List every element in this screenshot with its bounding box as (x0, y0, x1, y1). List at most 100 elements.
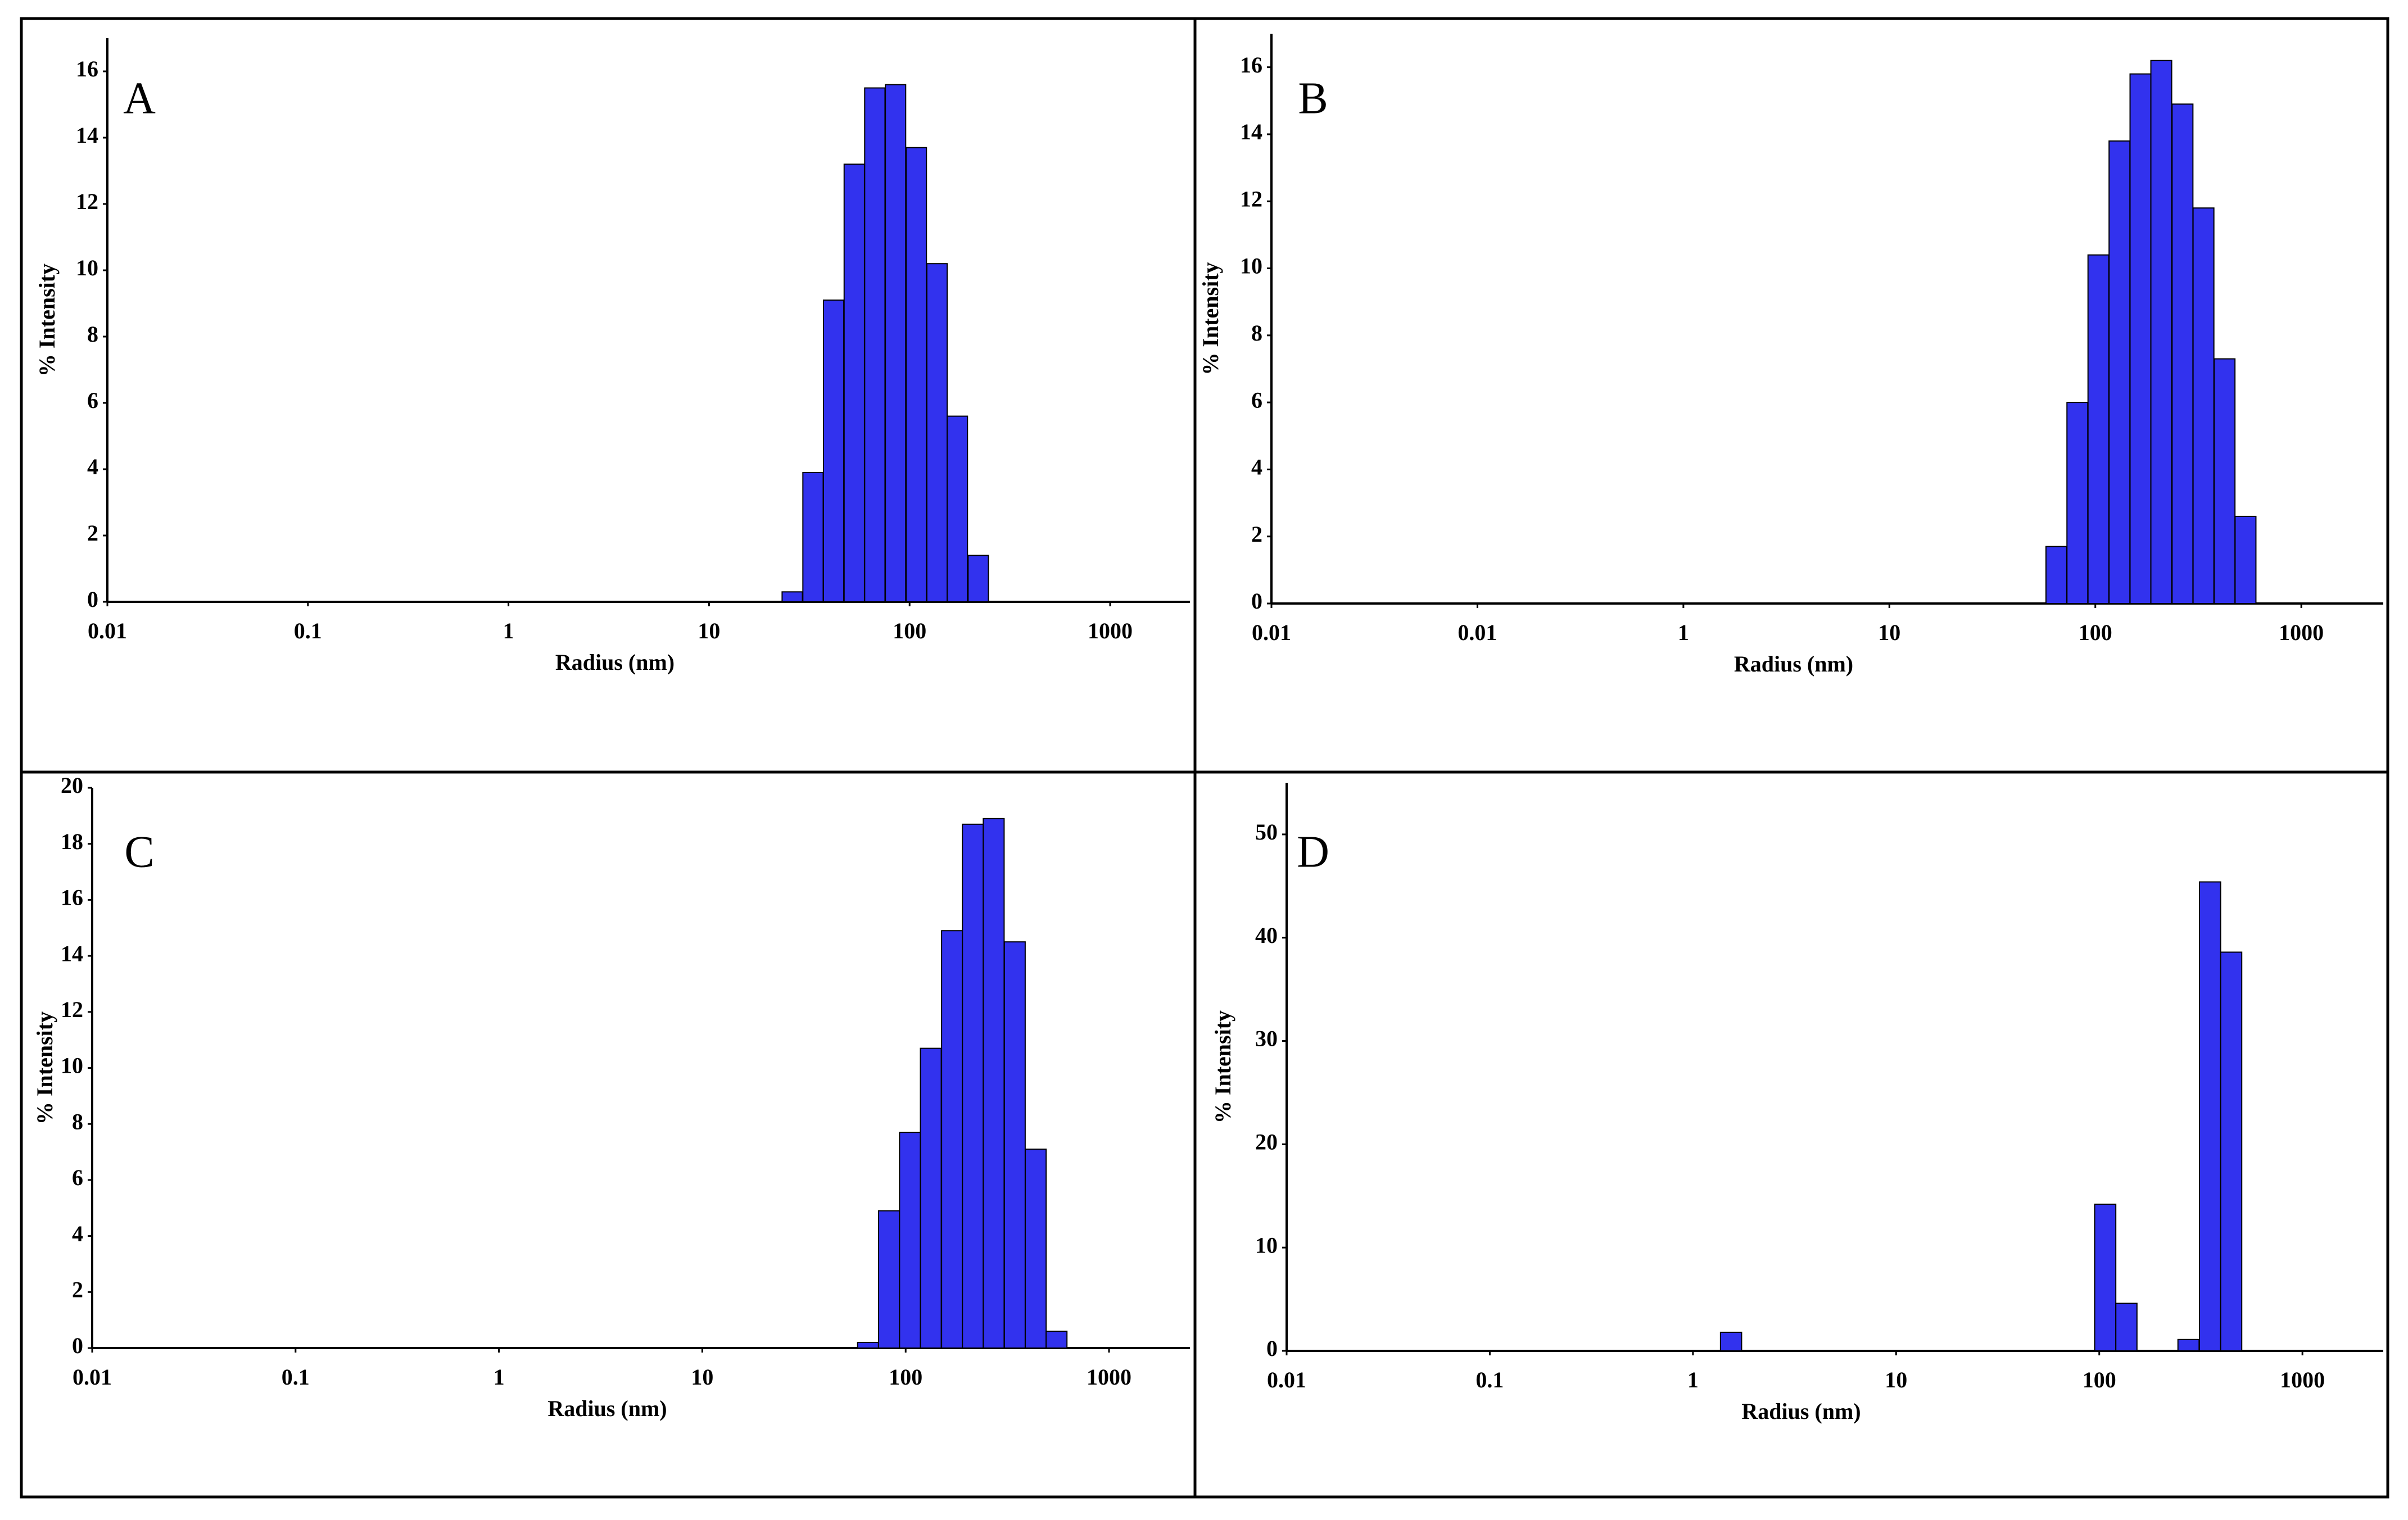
bar (2115, 1303, 2138, 1351)
bar (2129, 73, 2152, 604)
y-tick-label: 14 (76, 122, 98, 148)
bar (2087, 254, 2110, 604)
y-tick-label: 4 (72, 1221, 83, 1246)
bar (983, 818, 1005, 1349)
bar (843, 164, 865, 602)
y-tick-label: 8 (87, 321, 98, 347)
bar (962, 823, 984, 1349)
x-tick-label: 0.01 (1267, 1367, 1306, 1392)
bar (2171, 103, 2194, 604)
y-tick-label: 12 (61, 997, 83, 1022)
y-tick-label: 2 (1251, 521, 1262, 547)
panel-label: B (1298, 74, 1328, 123)
y-tick-label: 20 (1255, 1129, 1278, 1155)
y-tick-label: 10 (76, 255, 98, 280)
bar (822, 300, 845, 602)
y-axis-label: % Intensity (34, 264, 60, 376)
bar (920, 1047, 942, 1349)
bar (864, 87, 886, 602)
bar (899, 1132, 921, 1349)
y-axis-label: % Intensity (1210, 1010, 1235, 1123)
y-tick-label: 20 (61, 773, 83, 798)
y-tick-label: 4 (1251, 455, 1262, 480)
x-tick-label: 1000 (1087, 1364, 1131, 1390)
panel-label: D (1297, 827, 1329, 877)
x-tick-label: 100 (2083, 1367, 2116, 1392)
x-tick-label: 10 (691, 1364, 713, 1390)
bar (967, 555, 989, 603)
y-tick-label: 2 (87, 520, 98, 546)
y-tick-label: 6 (72, 1165, 83, 1190)
x-tick-label: 1000 (2279, 620, 2324, 645)
x-tick-label: 0.01 (73, 1364, 112, 1390)
y-tick-label: 30 (1255, 1026, 1278, 1051)
bar (885, 84, 907, 603)
x-tick-label: 0.01 (1458, 620, 1497, 645)
bar (2045, 546, 2067, 604)
x-axis-label: Radius (nm) (555, 650, 675, 675)
x-tick-label: 0.1 (294, 618, 322, 643)
bar (1719, 1331, 1742, 1352)
bar (1045, 1331, 1068, 1349)
y-tick-label: 4 (87, 454, 98, 479)
x-axis-label: Radius (nm) (1741, 1399, 1861, 1424)
y-tick-label: 12 (76, 189, 98, 214)
y-tick-label: 0 (1266, 1336, 1278, 1361)
x-tick-label: 100 (893, 618, 926, 643)
y-tick-label: 50 (1255, 819, 1278, 845)
x-tick-label: 1 (494, 1364, 505, 1390)
panel-label: A (123, 74, 156, 123)
y-tick-label: 10 (61, 1053, 83, 1078)
y-tick-label: 6 (87, 388, 98, 413)
x-tick-label: 100 (2079, 620, 2112, 645)
y-tick-label: 10 (1240, 253, 1262, 279)
y-tick-label: 16 (76, 56, 98, 81)
bar (941, 930, 963, 1349)
x-tick-label: 0.1 (1475, 1367, 1504, 1392)
x-tick-label: 10 (1885, 1367, 1907, 1392)
y-tick-label: 6 (1251, 387, 1262, 412)
bar (2177, 1338, 2200, 1352)
x-tick-label: 100 (889, 1364, 922, 1390)
x-axis-label: Radius (nm) (547, 1396, 667, 1421)
y-tick-label: 10 (1255, 1232, 1278, 1258)
x-tick-label: 0.01 (1252, 620, 1291, 645)
bar (2192, 207, 2215, 604)
bar (802, 471, 824, 603)
x-axis-label: Radius (nm) (1734, 651, 1853, 677)
x-tick-label: 1 (503, 618, 514, 643)
bar (781, 591, 803, 603)
bar (906, 147, 927, 602)
y-tick-label: 16 (61, 885, 83, 910)
bar (1003, 941, 1026, 1349)
bar (857, 1342, 879, 1349)
bar (2234, 515, 2257, 605)
bar (2066, 402, 2089, 605)
y-tick-label: 2 (72, 1277, 83, 1302)
y-tick-label: 12 (1240, 186, 1262, 211)
bar (2150, 60, 2172, 604)
bar (947, 415, 968, 602)
y-axis-label: % Intensity (32, 1011, 57, 1124)
y-tick-label: 14 (61, 941, 83, 966)
bar (2214, 358, 2236, 604)
x-tick-label: 0.1 (282, 1364, 310, 1390)
y-tick-label: 40 (1255, 923, 1278, 948)
bar (2108, 140, 2131, 604)
bar (2199, 881, 2221, 1351)
x-tick-label: 1 (1687, 1367, 1699, 1392)
x-tick-label: 1 (1678, 620, 1689, 645)
y-tick-label: 8 (1251, 320, 1262, 346)
x-tick-label: 10 (698, 618, 720, 643)
y-tick-label: 0 (87, 587, 98, 612)
y-tick-label: 0 (72, 1333, 83, 1358)
y-tick-label: 0 (1251, 588, 1262, 614)
y-tick-label: 16 (1240, 52, 1262, 78)
bar (2220, 951, 2243, 1351)
y-tick-label: 8 (72, 1109, 83, 1134)
x-tick-label: 0.01 (88, 618, 127, 643)
y-axis-label: % Intensity (1198, 262, 1223, 375)
frame (20, 17, 2389, 1499)
x-tick-label: 10 (1878, 620, 1900, 645)
